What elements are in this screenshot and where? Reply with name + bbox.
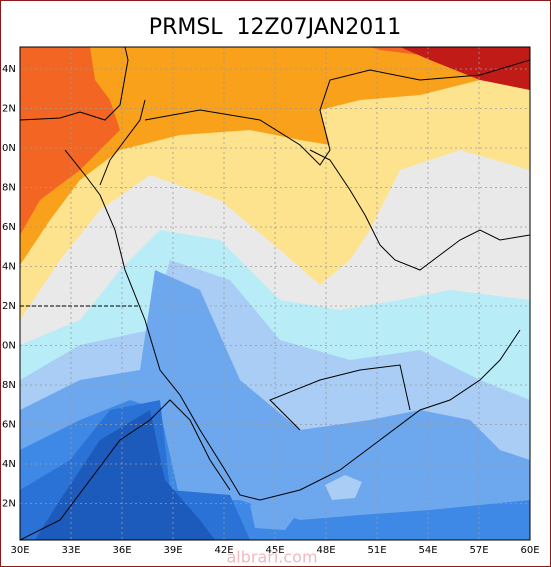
grid	[20, 47, 530, 540]
coastline	[20, 399, 231, 540]
lat-label: 0N	[2, 341, 16, 352]
pressure-field	[20, 47, 530, 540]
lon-label: 39E	[163, 545, 182, 556]
lon-label: 45E	[265, 545, 284, 556]
lat-label: 4N	[2, 262, 16, 273]
lon-label: 57E	[469, 545, 488, 556]
lon-label: 51E	[367, 545, 386, 556]
lon-label: 30E	[10, 545, 29, 556]
lat-label: 4N	[2, 64, 16, 75]
lat-label: 2N	[2, 301, 16, 312]
band-orange	[20, 47, 530, 265]
lon-label: 33E	[61, 545, 80, 556]
lat-label: 6N	[2, 222, 16, 233]
lon-label: 42E	[214, 545, 233, 556]
lon-label: 54E	[418, 545, 437, 556]
band-darkest-blue	[35, 410, 215, 540]
lat-label: 6N	[2, 420, 16, 431]
lat-label: 2N	[2, 499, 16, 510]
band-red	[20, 47, 120, 235]
lon-label: 60E	[520, 545, 539, 556]
border	[269, 364, 411, 431]
lat-label: 8N	[2, 183, 16, 194]
lon-label: 48E	[316, 545, 335, 556]
lat-label: 0N	[2, 143, 16, 154]
map-title: PRMSL 12Z07JAN2011	[149, 15, 401, 40]
band-dark-red	[400, 47, 530, 90]
map-frame	[19, 46, 531, 541]
coastline	[309, 149, 530, 271]
axis-labels: 4N 2N 0N 8N 6N 4N 2N 0N 8N 6N 4N 2N 30E 33E 36E 39E 42E 4…	[2, 64, 540, 556]
lon-label: 36E	[112, 545, 131, 556]
coastline	[64, 149, 521, 501]
coastline	[99, 99, 146, 186]
lat-label: 2N	[2, 104, 16, 115]
coastline	[20, 47, 129, 121]
lat-label: 4N	[2, 459, 16, 470]
watermark: albrari.com	[226, 548, 317, 567]
band-light-blue-spot	[325, 475, 362, 500]
lat-label: 8N	[2, 380, 16, 391]
coastline	[144, 59, 530, 166]
